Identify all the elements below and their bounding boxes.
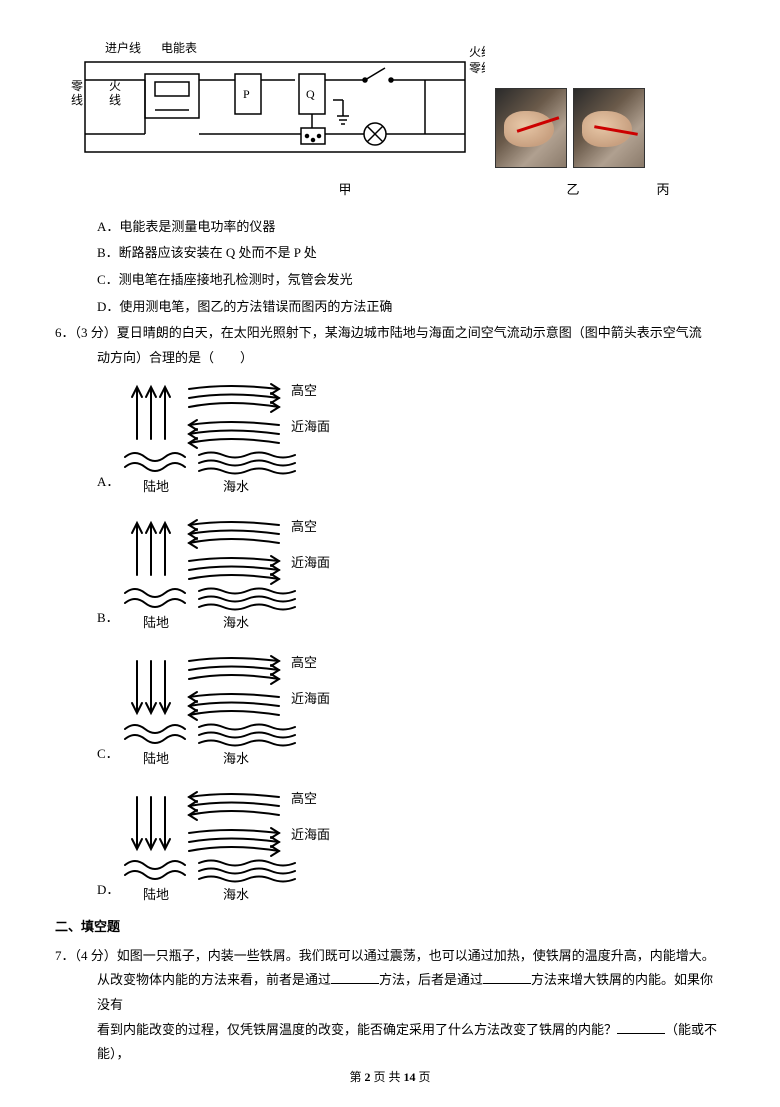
label-haishui: 海水 bbox=[223, 615, 249, 630]
label-haishui: 海水 bbox=[223, 887, 249, 902]
q5-option-b: B．断路器应该安装在 Q 处而不是 P 处 bbox=[97, 241, 725, 266]
label-gaokong: 高空 bbox=[291, 655, 317, 670]
caption-jia: 甲 bbox=[315, 178, 375, 203]
label-jinhaimian: 近海面 bbox=[291, 419, 330, 434]
q7-line3: 看到内能改变的过程，仅凭铁屑温度的改变，能否确定采用了什么方法改变了铁屑的内能？… bbox=[97, 1018, 725, 1067]
q6-option: D． 高空近海面陆地 海水 bbox=[97, 779, 725, 909]
q7-l2-a: 从改变物体内能的方法来看，前者是通过 bbox=[97, 972, 331, 987]
q6-option-label: B． bbox=[97, 606, 119, 631]
label-gaokong: 高空 bbox=[291, 791, 317, 806]
label-ludi: 陆地 bbox=[143, 615, 169, 630]
q5-option-c: C．测电笔在插座接地孔检测时，氖管会发光 bbox=[97, 268, 725, 293]
label-gaokong: 高空 bbox=[291, 383, 317, 398]
label-ludi: 陆地 bbox=[143, 479, 169, 494]
q6-option: A． 高空近海面陆地 海水 bbox=[97, 371, 725, 501]
photo-pair bbox=[495, 88, 645, 168]
airflow-diagram: 高空近海面陆地 海水 bbox=[119, 371, 349, 501]
airflow-diagram: 高空近海面陆地 海水 bbox=[119, 643, 349, 773]
page-footer: 第 2 页 共 14 页 bbox=[0, 1066, 780, 1089]
figure-row: 进户线 电能表 零线 火线 P Q 火线 零线 bbox=[65, 30, 725, 170]
label-inlet: 进户线 bbox=[105, 40, 141, 55]
q6-stem-1: 6．（3 分）夏日晴朗的白天，在太阳光照射下，某海边城市陆地与海面之间空气流动示… bbox=[55, 321, 725, 346]
airflow-diagram: 高空近海面陆地 海水 bbox=[119, 779, 349, 909]
q7-line1: 7．（4 分）如图一只瓶子，内装一些铁屑。我们既可以通过震荡，也可以通过加热，使… bbox=[55, 944, 725, 969]
q6-option: C． 高空近海面陆地 海水 bbox=[97, 643, 725, 773]
blank-3 bbox=[617, 1019, 665, 1033]
footer-prefix: 第 bbox=[349, 1070, 364, 1084]
label-gaokong: 高空 bbox=[291, 519, 317, 534]
footer-mid: 页 共 bbox=[370, 1070, 403, 1084]
label-jinhaimian: 近海面 bbox=[291, 827, 330, 842]
caption-bing: 丙 bbox=[633, 178, 693, 203]
blank-1 bbox=[331, 970, 379, 984]
svg-text:线: 线 bbox=[71, 93, 83, 107]
svg-text:火: 火 bbox=[109, 79, 121, 93]
label-live-right: 火线 bbox=[469, 45, 485, 59]
caption-row: 甲 乙 丙 bbox=[65, 178, 725, 203]
circuit-diagram: 进户线 电能表 零线 火线 P Q 火线 零线 bbox=[65, 30, 485, 170]
airflow-diagram: 高空近海面陆地 海水 bbox=[119, 507, 349, 637]
blank-2 bbox=[483, 970, 531, 984]
footer-total: 14 bbox=[404, 1070, 416, 1084]
svg-text:零: 零 bbox=[71, 79, 83, 93]
q6-option-label: A． bbox=[97, 470, 119, 495]
label-haishui: 海水 bbox=[223, 751, 249, 766]
svg-text:线: 线 bbox=[109, 93, 121, 107]
q7-line2: 从改变物体内能的方法来看，前者是通过方法，后者是通过方法来增大铁屑的内能。如果你… bbox=[97, 968, 725, 1017]
q6-stem-2: 动方向）合理的是（ ） bbox=[97, 346, 725, 371]
q6-option: B． 高空近海面陆地 海水 bbox=[97, 507, 725, 637]
label-jinhaimian: 近海面 bbox=[291, 691, 330, 706]
label-ludi: 陆地 bbox=[143, 887, 169, 902]
label-q: Q bbox=[306, 87, 315, 101]
footer-suffix: 页 bbox=[416, 1070, 431, 1084]
caption-yi: 乙 bbox=[543, 178, 603, 203]
photo-yi bbox=[495, 88, 567, 168]
label-meter: 电能表 bbox=[161, 41, 197, 55]
label-haishui: 海水 bbox=[223, 479, 249, 494]
circuit-svg: 进户线 电能表 零线 火线 P Q 火线 零线 bbox=[65, 30, 485, 170]
photo-bing bbox=[573, 88, 645, 168]
q7-l3-a: 看到内能改变的过程，仅凭铁屑温度的改变，能否确定采用了什么方法改变了铁屑的内能？ bbox=[97, 1022, 617, 1037]
section-2-heading: 二、填空题 bbox=[55, 915, 725, 940]
label-jinhaimian: 近海面 bbox=[291, 555, 330, 570]
q5-option-d: D．使用测电笔，图乙的方法错误而图丙的方法正确 bbox=[97, 295, 725, 320]
q5-option-a: A．电能表是测量电功率的仪器 bbox=[97, 215, 725, 240]
q6-option-label: C． bbox=[97, 742, 119, 767]
q7-l2-b: 方法，后者是通过 bbox=[379, 972, 483, 987]
q6-option-label: D． bbox=[97, 878, 119, 903]
label-neutral-right: 零线 bbox=[469, 61, 485, 75]
label-p: P bbox=[243, 87, 250, 101]
q6-options-container: A．高空近海面陆地海水B．高空近海面陆地海水C．高空近海面陆地海水D．高空近海面… bbox=[55, 371, 725, 909]
label-ludi: 陆地 bbox=[143, 751, 169, 766]
